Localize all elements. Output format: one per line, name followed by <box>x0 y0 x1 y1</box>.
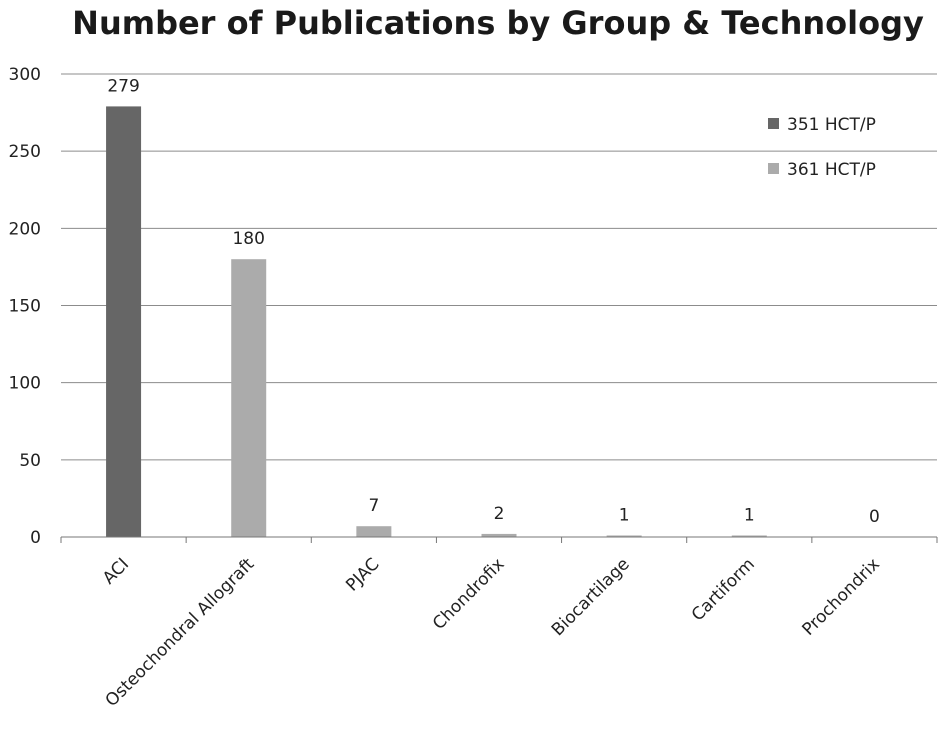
legend: 351 HCT/P 361 HCT/P <box>768 115 876 180</box>
data-labels: 279 180 7 2 1 1 0 <box>107 76 879 527</box>
gridlines <box>61 73 937 461</box>
category-label: Osteochondral Allograft <box>102 554 259 711</box>
category-label: PJAC <box>342 554 383 595</box>
data-label: 0 <box>869 507 880 527</box>
y-tick-label: 300 <box>9 65 41 85</box>
x-axis <box>60 536 938 543</box>
bar-osteochondral-allograft <box>231 259 267 537</box>
data-label: 180 <box>232 229 264 249</box>
category-label: Cartiform <box>688 554 759 625</box>
y-axis-ticks: 0 50 100 150 200 250 300 <box>9 65 41 548</box>
category-label: ACI <box>99 554 133 588</box>
legend-swatch <box>768 118 779 129</box>
bar-aci <box>106 106 142 537</box>
y-tick-label: 200 <box>9 219 41 239</box>
data-label: 279 <box>107 76 139 96</box>
data-label: 1 <box>744 505 755 525</box>
legend-label: 351 HCT/P <box>787 115 876 135</box>
category-label: Chondrofix <box>429 554 508 633</box>
legend-swatch <box>768 163 779 174</box>
y-tick-label: 100 <box>9 374 41 394</box>
y-tick-label: 150 <box>9 297 41 317</box>
category-label: Biocartilage <box>548 554 634 640</box>
y-tick-label: 50 <box>19 451 41 471</box>
y-tick-label: 0 <box>30 528 41 548</box>
category-label: Prochondrix <box>799 554 884 639</box>
data-label: 7 <box>368 496 379 516</box>
bar-chondrofix <box>481 533 517 537</box>
bar-cartiform <box>731 535 767 537</box>
chart-title: Number of Publications by Group & Techno… <box>72 4 924 42</box>
data-label: 1 <box>619 505 630 525</box>
legend-label: 361 HCT/P <box>787 160 876 180</box>
bar-biocartilage <box>606 535 642 537</box>
bars <box>106 106 767 537</box>
data-label: 2 <box>494 504 505 524</box>
bar-pjac <box>356 526 392 537</box>
y-tick-label: 250 <box>9 142 41 162</box>
